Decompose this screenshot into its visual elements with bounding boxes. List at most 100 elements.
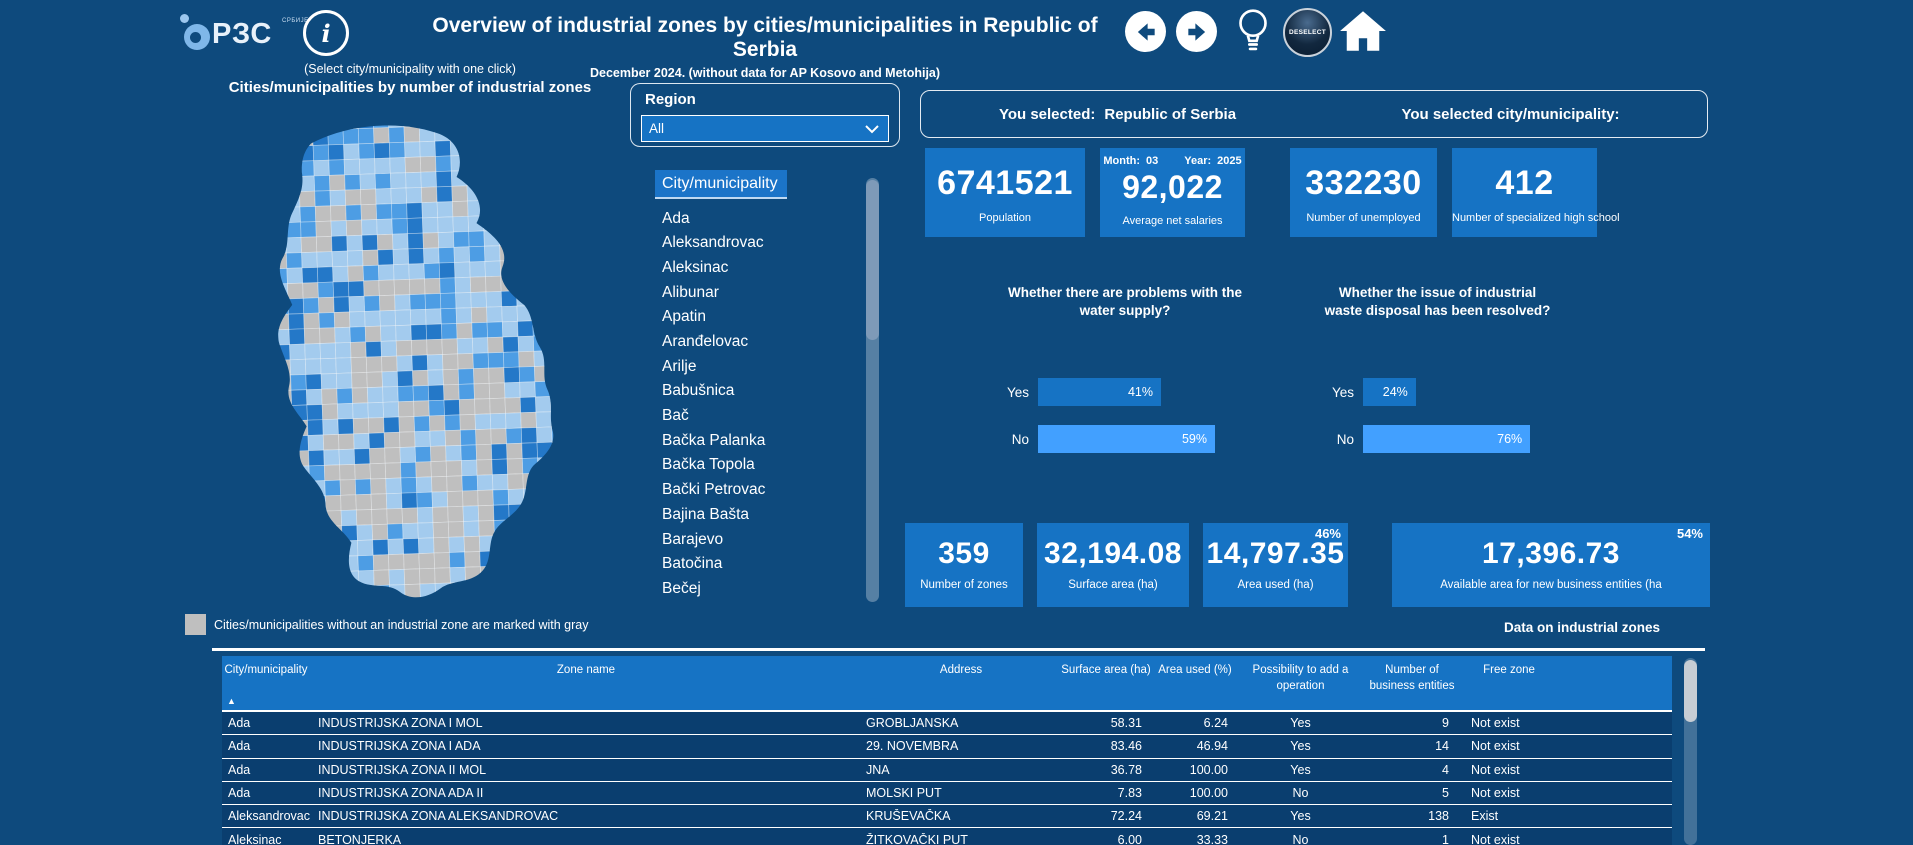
municipality-cell[interactable] bbox=[281, 130, 299, 147]
municipality-cell[interactable] bbox=[332, 265, 349, 283]
municipality-cell[interactable] bbox=[459, 429, 477, 446]
municipality-cell[interactable] bbox=[409, 293, 426, 311]
municipality-cell[interactable] bbox=[551, 426, 568, 443]
municipality-cell[interactable] bbox=[493, 504, 510, 521]
municipality-cell[interactable] bbox=[337, 403, 354, 420]
municipality-cell[interactable] bbox=[472, 352, 490, 370]
municipality-cell[interactable] bbox=[569, 487, 584, 503]
municipality-cell[interactable] bbox=[453, 246, 471, 263]
municipality-cell[interactable] bbox=[372, 554, 390, 571]
municipality-cell[interactable] bbox=[411, 354, 429, 372]
municipality-cell[interactable] bbox=[259, 344, 276, 362]
municipality-cell[interactable] bbox=[352, 417, 370, 435]
municipality-cell[interactable] bbox=[466, 184, 484, 202]
municipality-cell[interactable] bbox=[542, 182, 559, 199]
municipality-cell[interactable] bbox=[349, 311, 366, 328]
municipality-cell[interactable] bbox=[342, 128, 360, 145]
municipality-cell[interactable] bbox=[469, 261, 486, 278]
municipality-cell[interactable] bbox=[479, 123, 497, 140]
municipality-cell[interactable] bbox=[533, 350, 550, 367]
municipality-cell[interactable] bbox=[494, 534, 511, 552]
municipality-cell[interactable] bbox=[326, 114, 344, 131]
municipality-cell[interactable] bbox=[385, 492, 403, 510]
municipality-cell[interactable] bbox=[555, 532, 571, 550]
city-list-item[interactable]: Batočina bbox=[662, 555, 723, 573]
municipality-cell[interactable] bbox=[389, 157, 406, 174]
municipality-cell[interactable] bbox=[352, 402, 369, 419]
table-row[interactable]: Ada INDUSTRIJSKA ZONA ADA II MOLSKI PUT 7.8… bbox=[222, 781, 1672, 806]
municipality-cell[interactable] bbox=[343, 143, 360, 160]
municipality-cell[interactable] bbox=[296, 556, 314, 574]
municipality-cell[interactable] bbox=[333, 311, 351, 329]
municipality-cell[interactable] bbox=[308, 449, 325, 467]
municipality-cell[interactable] bbox=[277, 435, 294, 453]
municipality-cell[interactable] bbox=[391, 202, 408, 220]
municipality-cell[interactable] bbox=[304, 358, 322, 375]
municipality-cell[interactable] bbox=[537, 457, 554, 474]
municipality-cell[interactable] bbox=[416, 506, 434, 524]
municipality-cell[interactable] bbox=[454, 261, 471, 279]
municipality-cell[interactable] bbox=[309, 480, 326, 497]
municipality-cell[interactable] bbox=[414, 430, 431, 448]
table-row[interactable]: Aleksandrovac INDUSTRIJSKA ZONA ALEKSANDR… bbox=[222, 805, 1672, 829]
municipality-cell[interactable] bbox=[486, 306, 503, 323]
municipality-cell[interactable] bbox=[535, 396, 552, 413]
municipality-cell[interactable] bbox=[335, 372, 353, 390]
table-row[interactable]: Aleksinac BETONJERKA ŽITKOVAČKI PUT 6.00 33.… bbox=[222, 828, 1672, 845]
deselect-button[interactable]: DESELECT bbox=[1283, 8, 1332, 57]
municipality-cell[interactable] bbox=[316, 266, 334, 283]
municipality-cell[interactable] bbox=[265, 527, 282, 545]
municipality-cell[interactable] bbox=[461, 474, 479, 492]
municipality-cell[interactable] bbox=[437, 231, 455, 249]
municipality-cell[interactable] bbox=[326, 525, 343, 542]
municipality-cell[interactable] bbox=[299, 603, 315, 612]
municipality-cell[interactable] bbox=[268, 161, 285, 178]
municipality-cell[interactable] bbox=[262, 420, 278, 438]
municipality-cell[interactable] bbox=[487, 351, 505, 369]
municipality-cell[interactable] bbox=[285, 237, 302, 254]
municipality-cell[interactable] bbox=[450, 582, 467, 599]
municipality-cell[interactable] bbox=[392, 248, 410, 266]
municipality-cell[interactable] bbox=[503, 366, 521, 384]
municipality-cell[interactable] bbox=[458, 398, 476, 416]
municipality-cell[interactable] bbox=[494, 550, 512, 567]
municipality-cell[interactable] bbox=[403, 126, 421, 143]
municipality-cell[interactable] bbox=[314, 190, 331, 207]
municipality-cell[interactable] bbox=[415, 461, 432, 478]
municipality-cell[interactable] bbox=[283, 604, 299, 612]
municipality-cell[interactable] bbox=[519, 381, 536, 398]
municipality-cell[interactable] bbox=[408, 278, 426, 295]
municipality-cell[interactable] bbox=[524, 533, 542, 551]
municipality-cell[interactable] bbox=[507, 473, 524, 490]
municipality-cell[interactable] bbox=[466, 169, 483, 187]
municipality-cell[interactable] bbox=[361, 234, 379, 251]
municipality-cell[interactable] bbox=[426, 354, 444, 371]
municipality-cell[interactable] bbox=[550, 395, 567, 413]
municipality-cell[interactable] bbox=[571, 548, 584, 564]
municipality-cell[interactable] bbox=[562, 274, 578, 290]
municipality-cell[interactable] bbox=[420, 171, 437, 188]
municipality-cell[interactable] bbox=[458, 383, 475, 401]
municipality-cell[interactable] bbox=[374, 157, 391, 175]
municipality-cell[interactable] bbox=[391, 218, 409, 235]
municipality-cell[interactable] bbox=[480, 138, 497, 156]
municipality-cell[interactable] bbox=[523, 503, 541, 520]
municipality-cell[interactable] bbox=[298, 160, 315, 177]
municipality-cell[interactable] bbox=[279, 511, 297, 529]
municipality-cell[interactable] bbox=[252, 132, 268, 148]
municipality-cell[interactable] bbox=[267, 130, 284, 148]
city-list-item[interactable]: Bač bbox=[662, 407, 689, 425]
municipality-cell[interactable] bbox=[358, 158, 376, 175]
municipality-cell[interactable] bbox=[449, 124, 466, 142]
municipality-cell[interactable] bbox=[528, 198, 545, 215]
municipality-cell[interactable] bbox=[525, 121, 542, 139]
municipality-cell[interactable] bbox=[555, 120, 572, 138]
municipality-cell[interactable] bbox=[373, 142, 391, 159]
municipality-cell[interactable] bbox=[372, 539, 389, 556]
municipality-cell[interactable] bbox=[281, 572, 299, 590]
city-list-item[interactable]: Alibunar bbox=[662, 283, 719, 301]
municipality-cell[interactable] bbox=[568, 456, 584, 472]
municipality-cell[interactable] bbox=[509, 534, 526, 551]
municipality-cell[interactable] bbox=[358, 142, 375, 160]
municipality-cell[interactable] bbox=[456, 337, 474, 355]
